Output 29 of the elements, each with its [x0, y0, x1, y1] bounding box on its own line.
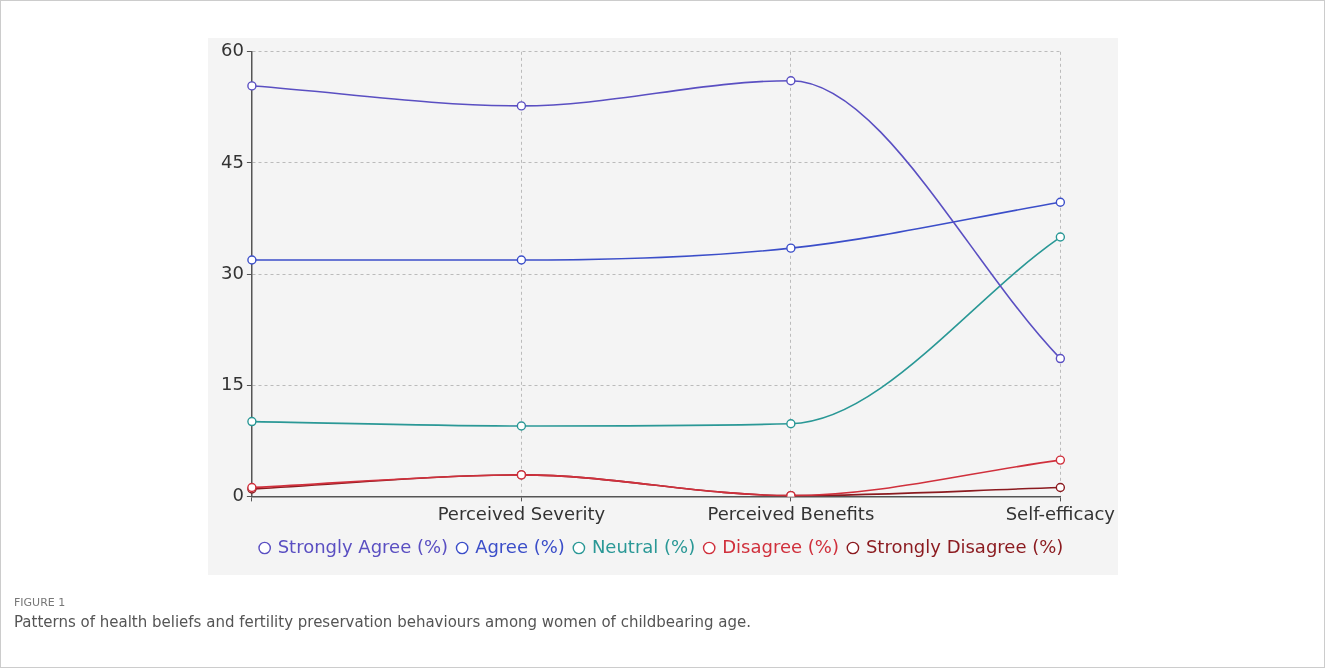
caption: FIGURE 1 — [14, 596, 67, 609]
point — [247, 81, 257, 91]
point — [1055, 232, 1066, 242]
legend-label: Disagree (%) — [722, 535, 839, 557]
y-tick-label: 45 — [221, 150, 244, 172]
x-tick-label: Self-efficacy — [1005, 502, 1116, 524]
x-tick-label: Perceived Severity — [437, 502, 606, 524]
point — [247, 416, 257, 427]
legend-label: Strongly Disagree (%) — [865, 535, 1064, 557]
legend-label: Strongly Agree (%) — [277, 535, 449, 557]
point — [1055, 455, 1066, 465]
point — [516, 421, 527, 431]
legend-label: Neutral (%) — [591, 535, 696, 557]
point — [516, 101, 527, 111]
point — [516, 255, 527, 265]
point — [1055, 482, 1066, 493]
point — [786, 76, 796, 86]
text: Patterns of health beliefs and fertility preservation behaviours among women of childbearing age. — [14, 613, 752, 631]
point — [1055, 197, 1066, 207]
y-tick-label: 60 — [221, 39, 244, 61]
point — [786, 243, 796, 253]
x-tick-label: Perceived Benefits — [707, 502, 875, 524]
y-tick-label: 30 — [221, 261, 244, 283]
y-tick-label: 15 — [221, 372, 244, 394]
point — [786, 419, 796, 429]
point — [1055, 353, 1066, 364]
point — [247, 255, 257, 265]
y-tick-label: 0 — [232, 484, 244, 506]
legend-label: Agree (%) — [475, 535, 565, 557]
